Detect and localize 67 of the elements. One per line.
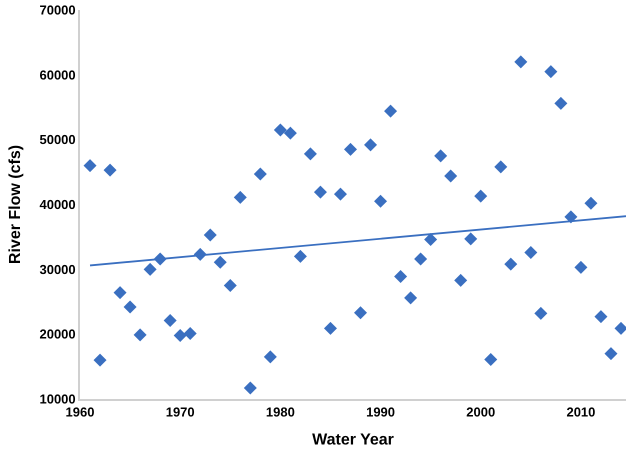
- point: [584, 196, 598, 210]
- point: [124, 300, 137, 314]
- x-tick-label: 1960: [66, 404, 94, 420]
- point: [344, 142, 357, 156]
- point: [114, 286, 127, 300]
- point: [354, 306, 368, 320]
- point: [164, 314, 177, 328]
- point: [604, 347, 618, 360]
- point: [454, 274, 468, 287]
- y-tick-label: 30000: [39, 262, 76, 277]
- point: [504, 258, 518, 271]
- x-tick-label: 1980: [266, 404, 295, 420]
- point: [414, 252, 428, 266]
- point: [564, 210, 578, 224]
- point: [274, 123, 287, 136]
- y-axis-title: River Flow (cfs): [6, 144, 24, 264]
- point: [84, 159, 97, 172]
- point: [574, 260, 588, 274]
- point: [494, 160, 508, 174]
- point: [374, 194, 388, 208]
- point: [264, 350, 277, 364]
- point: [534, 306, 548, 320]
- point: [364, 138, 378, 152]
- point: [204, 228, 217, 242]
- y-tick-label: 10000: [39, 392, 76, 407]
- x-tick-label: 2010: [566, 404, 596, 420]
- point: [394, 270, 408, 283]
- point: [294, 250, 307, 263]
- point: [254, 168, 267, 181]
- point: [594, 310, 608, 324]
- point: [614, 322, 626, 335]
- point: [134, 328, 147, 342]
- x-tick-label: 1990: [366, 404, 396, 420]
- point: [234, 190, 247, 204]
- point: [464, 232, 478, 246]
- point: [474, 190, 488, 203]
- point: [544, 65, 558, 78]
- point: [334, 188, 347, 201]
- point: [144, 262, 157, 276]
- point: [554, 96, 568, 110]
- point: [444, 169, 458, 182]
- point: [314, 186, 327, 199]
- point: [524, 246, 538, 259]
- point: [224, 279, 237, 292]
- x-axis-title: Water Year: [312, 432, 394, 449]
- x-tick-label: 2000: [466, 404, 496, 420]
- point: [304, 147, 317, 160]
- point: [104, 164, 117, 177]
- y-tick-label: 20000: [39, 326, 76, 342]
- y-tick-label: 60000: [39, 67, 76, 82]
- point: [174, 328, 187, 342]
- point: [184, 327, 197, 340]
- point: [404, 291, 418, 304]
- point: [434, 149, 448, 162]
- point: [384, 104, 398, 118]
- point: [324, 322, 337, 335]
- point: [244, 381, 257, 394]
- y-tick-label: 50000: [39, 132, 76, 148]
- y-tick-label: 40000: [39, 197, 76, 212]
- point: [424, 233, 438, 246]
- point: [514, 55, 528, 68]
- point: [284, 126, 297, 140]
- point: [94, 354, 107, 367]
- point: [484, 352, 498, 366]
- y-tick-label: 70000: [39, 2, 76, 18]
- point: [214, 256, 227, 269]
- x-tick-label: 1970: [166, 404, 195, 420]
